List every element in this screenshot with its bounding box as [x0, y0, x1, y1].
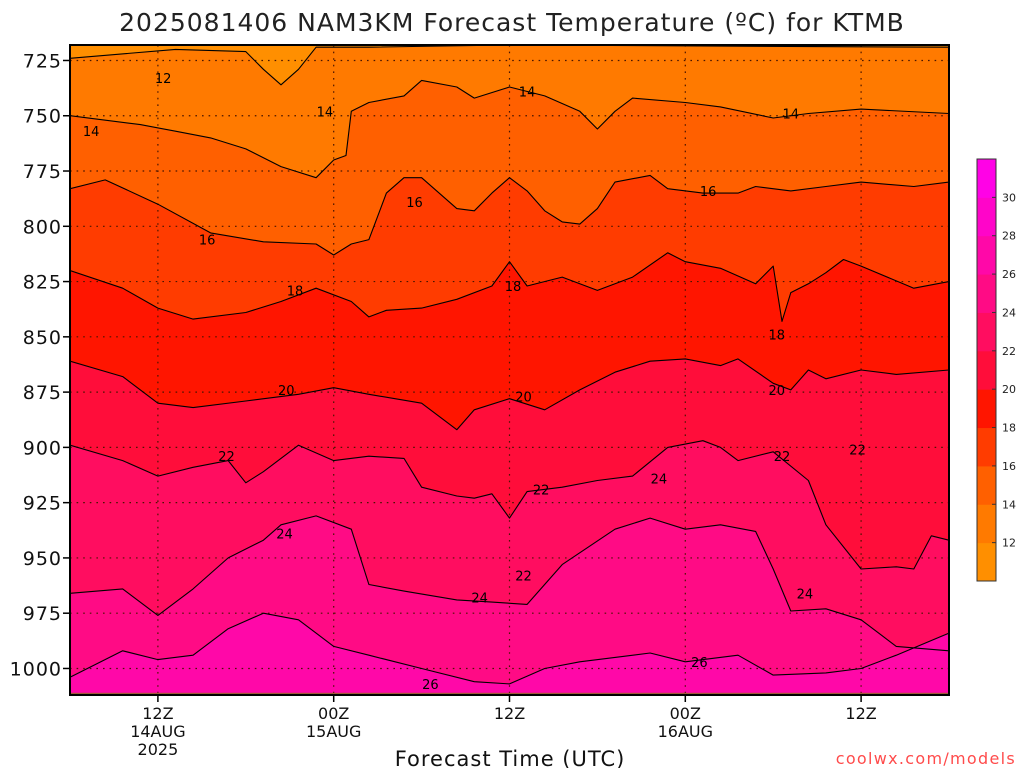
colorbar-swatch [977, 159, 996, 198]
colorbar-swatch [977, 427, 996, 467]
contour-label: 16 [700, 185, 717, 200]
contour-label: 12 [155, 72, 172, 87]
colorbar-frame [976, 158, 997, 582]
temperature-band [70, 515, 949, 684]
temperature-band [70, 45, 949, 85]
colorbar: 12 14 16 18 20 22 24 26 28 30 [976, 158, 1016, 582]
contour-label: 14 [783, 108, 800, 123]
ground-surface [70, 692, 949, 695]
isotherm-16 [70, 174, 949, 256]
y-tick-label: 850 [23, 327, 62, 349]
temperature-band [70, 613, 949, 695]
x-tick-label: 12Z [494, 704, 525, 723]
colorbar-label: 12 [1002, 537, 1016, 550]
colorbar-swatch [977, 235, 996, 275]
isotherm-18 [70, 252, 949, 322]
contour-label: 20 [768, 384, 785, 399]
colorbar-swatch [977, 350, 996, 390]
colorbar-swatch [977, 465, 996, 505]
colorbar-swatch [977, 542, 996, 582]
isotherm-12 [70, 45, 949, 86]
temperature-band [70, 80, 949, 256]
colorbar-swatch [977, 312, 996, 352]
contour-label: 24 [651, 472, 668, 487]
isotherm-labels: 12 14 14 14 14 16 16 16 18 18 18 20 20 20 22 22 22 22 22 24… [83, 72, 866, 693]
y-tick-label: 775 [23, 161, 62, 183]
pressure-axis: 725 750 775 800 825 850 875 900 925 950 975 1000 [10, 50, 70, 680]
plot-area: 12 14 14 14 14 16 16 16 18 18 18 20 20 20 22 22 22 22 22 24… [70, 45, 949, 695]
x-tick-label: 16AUG [658, 722, 713, 741]
pressure-gridlines [70, 45, 949, 695]
y-tick-label: 875 [23, 382, 62, 404]
y-tick-label: 800 [23, 216, 62, 238]
credit-text: coolwx.com/models [836, 749, 1016, 768]
contour-label: 14 [83, 125, 100, 140]
contour-label: 22 [849, 444, 866, 459]
contour-label: 18 [505, 280, 522, 295]
contour-label: 22 [533, 483, 550, 498]
y-tick-label: 925 [23, 493, 62, 515]
contour-label: 18 [287, 284, 304, 299]
temperature-fill [70, 45, 949, 695]
contour-label: 22 [515, 570, 532, 585]
x-tick-label: 12Z [845, 704, 876, 723]
isotherm-22 [70, 440, 949, 570]
x-axis-title: Forecast Time (UTC) [395, 747, 626, 768]
temperature-band [70, 252, 949, 430]
isotherm-24 [70, 515, 949, 652]
temperature-band [70, 45, 949, 178]
x-tick-label: 2025 [138, 740, 179, 759]
colorbar-label: 20 [1002, 383, 1016, 396]
contour-label: 14 [317, 105, 334, 120]
isotherm-20 [70, 358, 949, 431]
y-tick-label: 825 [23, 272, 62, 294]
x-tick-label: 14AUG [130, 722, 185, 741]
colorbar-label: 26 [1002, 268, 1016, 281]
contour-label: 16 [406, 196, 423, 211]
contour-label: 16 [199, 234, 216, 249]
contour-label: 18 [768, 329, 785, 344]
isotherm-14 [70, 79, 949, 179]
temperature-band [70, 358, 949, 569]
x-tick-label: 12Z [142, 704, 173, 723]
colorbar-label: 24 [1002, 306, 1016, 319]
colorbar-label: 14 [1002, 498, 1016, 511]
contour-label: 22 [774, 450, 791, 465]
isotherm-contours [70, 45, 949, 685]
temperature-band [70, 440, 949, 651]
y-tick-label: 1000 [10, 658, 62, 680]
contour-label: 24 [276, 528, 293, 543]
contour-label: 20 [278, 384, 295, 399]
colorbar-swatch [977, 389, 996, 429]
contour-label: 26 [691, 656, 708, 671]
colorbar-label: 18 [1002, 422, 1016, 435]
x-tick-label: 15AUG [306, 722, 361, 741]
y-tick-label: 975 [23, 603, 62, 625]
y-tick-label: 725 [23, 50, 62, 72]
chart-title: 2025081406 NAM3KM Forecast Temperature (… [119, 8, 905, 37]
contour-label: 20 [515, 391, 532, 406]
colorbar-swatch [977, 197, 996, 237]
contour-label: 26 [422, 678, 439, 693]
x-tick-label: 00Z [318, 704, 349, 723]
y-tick-label: 950 [23, 548, 62, 570]
contour-label: 22 [218, 450, 235, 465]
colorbar-label: 28 [1002, 230, 1016, 243]
temperature-band [70, 175, 949, 322]
y-tick-label: 900 [23, 437, 62, 459]
x-tick-label: 00Z [670, 704, 701, 723]
contour-label: 24 [797, 587, 814, 602]
colorbar-label: 22 [1002, 345, 1016, 358]
colorbar-label: 16 [1002, 460, 1016, 473]
colorbar-label: 30 [1002, 191, 1016, 204]
contour-label: 24 [471, 592, 488, 607]
isotherm-26 [70, 612, 949, 685]
contour-label: 14 [519, 85, 536, 100]
colorbar-swatch [977, 274, 996, 313]
colorbar-swatch [977, 504, 996, 544]
y-tick-label: 750 [23, 106, 62, 128]
